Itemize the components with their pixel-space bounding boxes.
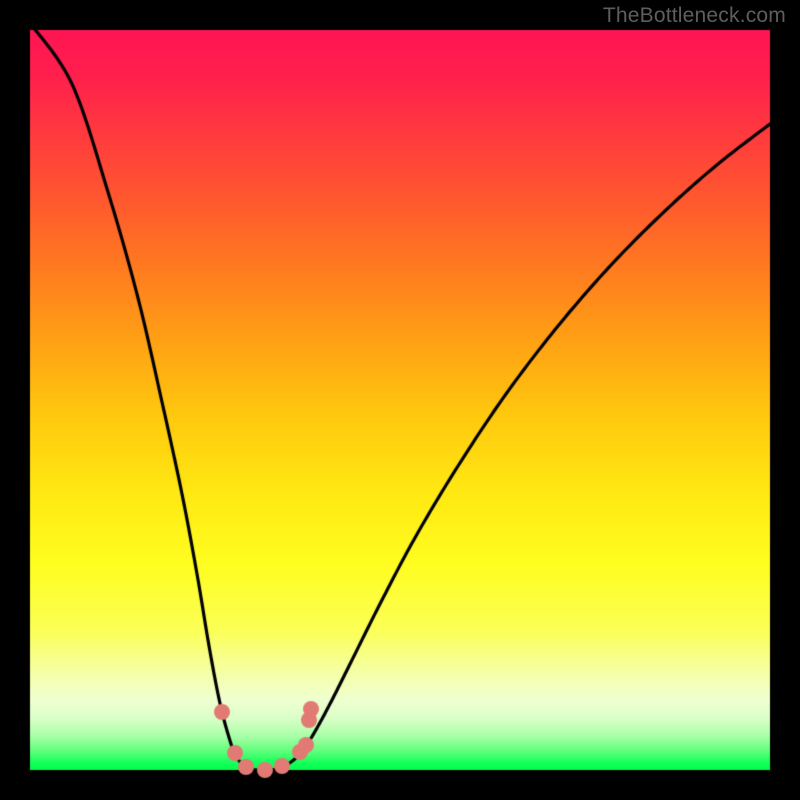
chart-root: { "watermark": { "text": "TheBottleneck.… bbox=[0, 0, 800, 800]
watermark-text: TheBottleneck.com bbox=[603, 4, 786, 28]
bottleneck-curve bbox=[0, 0, 800, 800]
